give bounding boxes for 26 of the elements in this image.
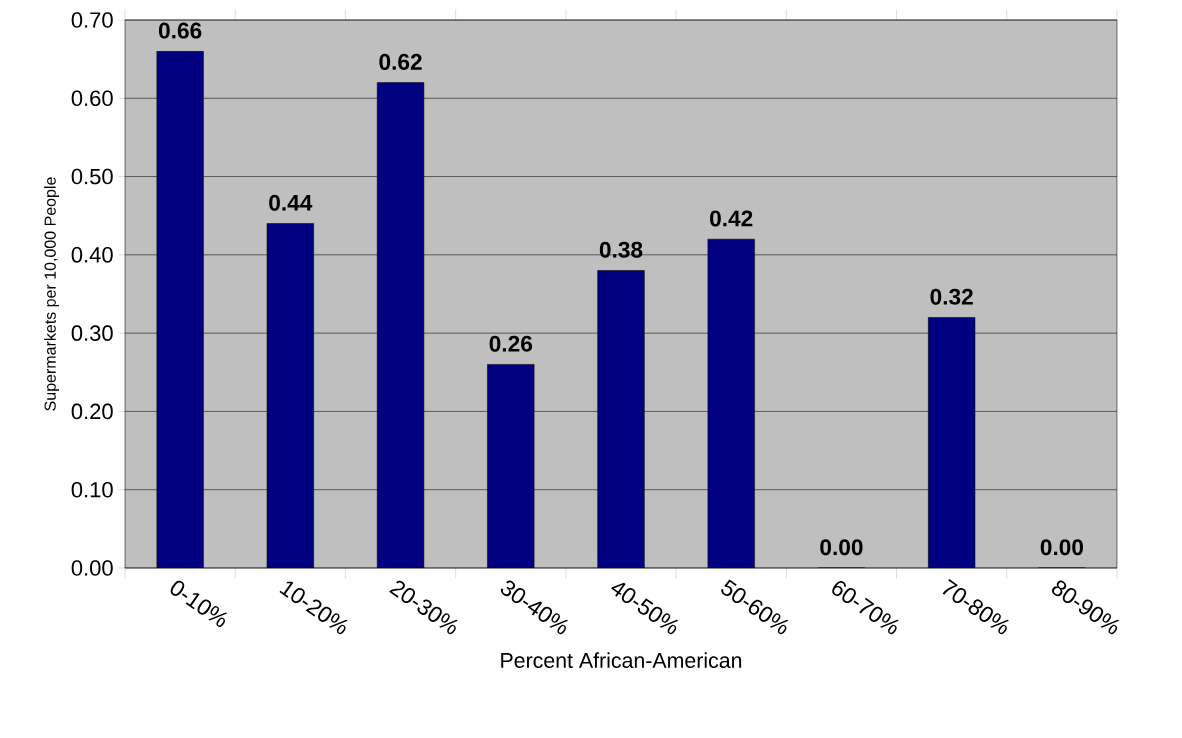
data-label: 0.44 <box>269 194 313 211</box>
bar <box>707 238 755 568</box>
y-tick-label: 0.30 <box>71 325 113 341</box>
data-label: 0.42 <box>710 210 753 227</box>
x-axis-title: Percent African-American <box>501 652 742 669</box>
y-tick-label: 0.70 <box>71 12 113 28</box>
data-label: 0.38 <box>599 241 643 258</box>
y-tick-label: 0.00 <box>71 560 113 576</box>
y-axis-title: Supermarkets per 10,000 People <box>44 177 59 411</box>
bar <box>376 82 425 568</box>
y-tick-label: 0.40 <box>71 247 113 263</box>
bar <box>597 270 645 568</box>
y-tick-label: 0.10 <box>71 481 113 498</box>
data-label: 0.00 <box>1040 539 1083 556</box>
y-tick-label: 0.20 <box>71 403 113 420</box>
y-tick-label: 0.60 <box>71 90 113 107</box>
bar <box>487 364 535 568</box>
bar <box>266 223 314 568</box>
data-label: 0.66 <box>158 22 202 39</box>
data-label: 0.62 <box>379 53 422 70</box>
y-tick-label: 0.50 <box>71 168 113 185</box>
bar <box>928 317 976 568</box>
data-label: 0.32 <box>930 288 973 305</box>
data-label: 0.26 <box>489 335 533 352</box>
bar <box>156 51 204 568</box>
data-label: 0.00 <box>820 539 863 556</box>
